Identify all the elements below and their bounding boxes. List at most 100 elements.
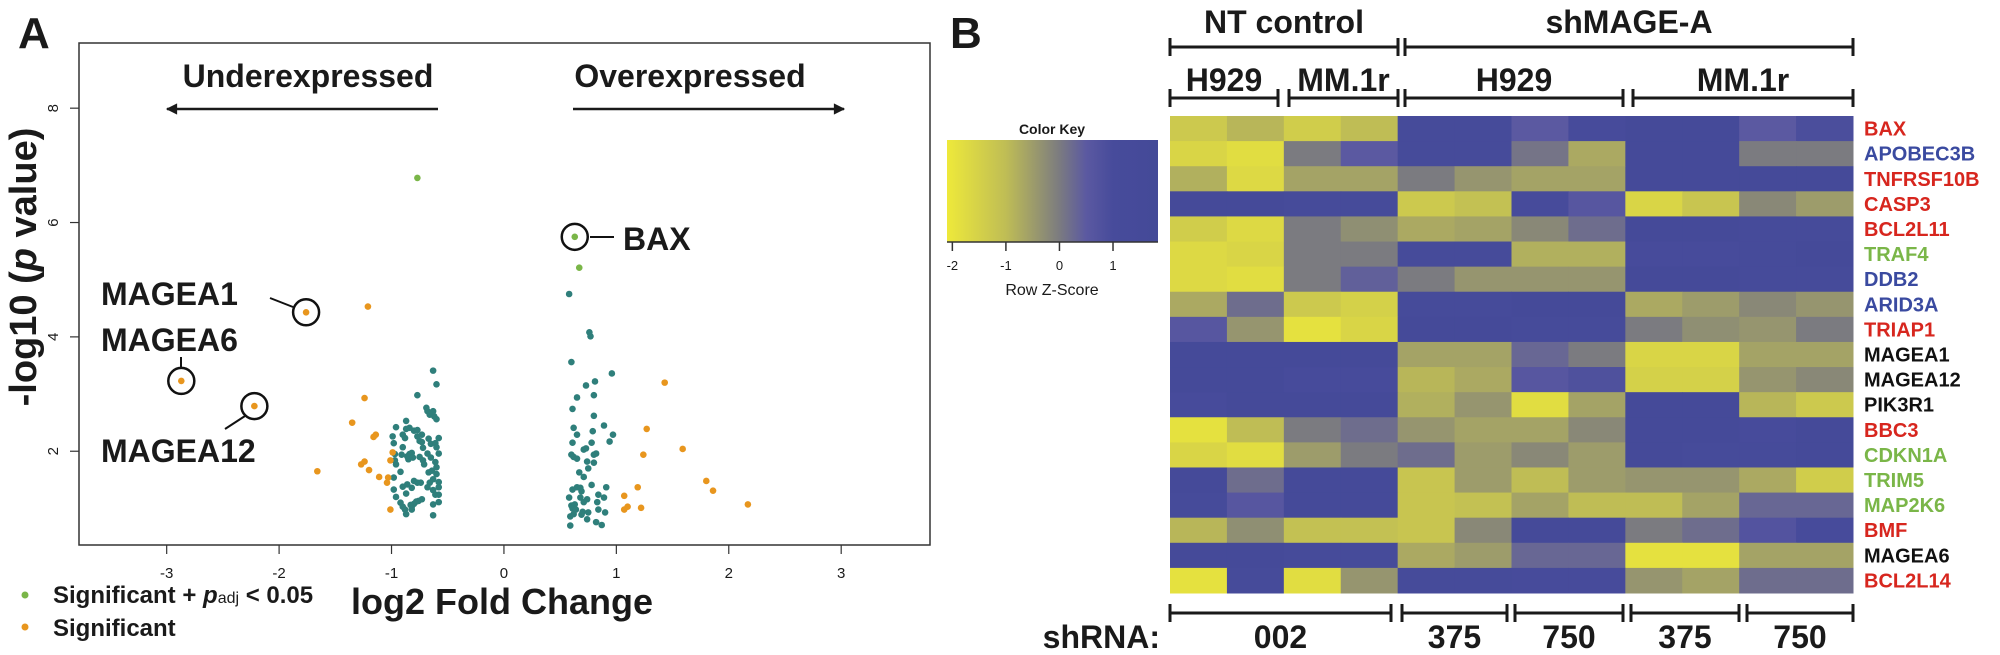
shrna-group-label: 375 <box>1658 619 1711 655</box>
x-tick-label: -3 <box>160 565 173 582</box>
heatmap-cell <box>1682 442 1740 468</box>
point-significant <box>702 477 710 485</box>
point-other <box>601 509 609 516</box>
heatmap-cell <box>1568 241 1626 268</box>
heatmap-cell <box>1739 316 1797 343</box>
point-significant <box>384 474 392 481</box>
heatmap-cell <box>1170 367 1228 393</box>
heatmap-cell <box>1226 316 1285 343</box>
heatmap-cell <box>1625 191 1683 217</box>
legend-dot-padj <box>21 591 29 599</box>
column-group-brackets: NT control H929 MM.1r shMAGE-A H929 MM.1r 002 3… <box>1168 4 1855 655</box>
point-significant <box>361 458 368 465</box>
point-significant <box>643 425 651 433</box>
heatmap-cell <box>1226 141 1285 167</box>
point-significant <box>620 492 628 500</box>
point-other <box>428 467 436 474</box>
heatmap-cell <box>1397 316 1456 343</box>
point-other <box>590 412 598 420</box>
heatmap-cell <box>1340 442 1399 468</box>
point-other <box>590 391 598 399</box>
x-axis-label: log2 Fold Change <box>351 581 653 622</box>
heatmap-cell <box>1454 166 1512 192</box>
gene-label: CASP3 <box>1864 194 1931 216</box>
point-other <box>584 509 592 516</box>
heatmap-cell <box>1511 316 1569 343</box>
heatmap-cell <box>1397 542 1456 569</box>
heatmap-cell <box>1739 216 1797 243</box>
x-tick-label: 0 <box>500 565 508 582</box>
annotation-label: MAGEA6 <box>101 322 238 358</box>
panel-label-a: A <box>18 9 50 58</box>
heatmap-cell <box>1625 341 1683 368</box>
group-label: NT control <box>1204 4 1364 40</box>
gene-label: MAGEA6 <box>1864 545 1950 567</box>
point-other <box>390 486 398 493</box>
heatmap-cell <box>1340 417 1399 443</box>
legend-sub: adj <box>218 590 239 607</box>
heatmap-cell <box>1739 517 1797 544</box>
point-other <box>407 501 414 509</box>
heatmap-cell <box>1454 417 1512 443</box>
point-other <box>392 423 400 431</box>
heatmap-cell <box>1568 492 1626 519</box>
heatmap-cell <box>1625 467 1683 494</box>
heatmap-cell <box>1170 266 1228 293</box>
point-other <box>403 481 411 488</box>
heatmap-cell <box>1283 542 1342 569</box>
point-other <box>573 394 581 401</box>
point-significant <box>375 473 383 481</box>
heatmap-cell <box>1454 266 1512 293</box>
point-other <box>435 478 443 486</box>
heatmap-cell <box>1682 166 1740 192</box>
heatmap-cell <box>1511 341 1569 368</box>
heatmap-cell <box>1739 392 1797 418</box>
heatmap-cell <box>1682 567 1740 594</box>
heatmap-cell <box>1283 166 1342 192</box>
point-other <box>595 506 602 513</box>
point-padj <box>571 233 579 241</box>
heatmap-panel: B Color Key -2 -1 0 1 Row Z-Score NT contro… <box>947 4 1980 655</box>
point-other <box>578 511 585 518</box>
point-significant <box>314 467 321 475</box>
heatmap-cell <box>1739 467 1797 494</box>
heatmap-cell <box>1625 266 1683 293</box>
heatmap-cell <box>1170 567 1228 594</box>
heatmap-cell <box>1397 141 1456 167</box>
heatmap-cell <box>1511 567 1569 594</box>
heatmap-cell <box>1796 316 1854 343</box>
heatmap-cell <box>1340 116 1399 142</box>
heatmap-cell <box>1568 367 1626 393</box>
heatmap-cell <box>1170 492 1228 519</box>
heatmap-cell <box>1397 467 1456 494</box>
heatmap-cell <box>1340 341 1399 368</box>
gene-label: TRAF4 <box>1864 244 1929 266</box>
gene-label: TNFRSF10B <box>1864 169 1980 191</box>
gene-label: MAGEA1 <box>1864 345 1950 367</box>
heatmap-cell <box>1454 367 1512 393</box>
shrna-group-label: 750 <box>1542 619 1595 655</box>
heatmap-cell <box>1796 542 1854 569</box>
point-other <box>392 493 400 501</box>
y-tick-label: 8 <box>45 104 62 112</box>
heatmap-cell <box>1511 266 1569 293</box>
x-tick-label: -1 <box>385 565 398 582</box>
color-key-xlabel: Row Z-Score <box>1005 282 1098 299</box>
point-other <box>429 511 437 519</box>
heatmap-cell <box>1682 141 1740 167</box>
heatmap-cell <box>1170 216 1228 243</box>
point-significant <box>640 451 647 458</box>
point-other <box>593 498 601 506</box>
point-other <box>414 426 421 434</box>
heatmap-cell <box>1625 216 1683 243</box>
heatmap-cell <box>1226 542 1285 569</box>
point-other <box>392 461 400 468</box>
color-key: Color Key -2 -1 0 1 Row Z-Score <box>947 121 1158 299</box>
legend-label-padj: Significant + padj < 0.05 <box>53 582 313 609</box>
point-other <box>566 522 574 529</box>
annotation-magea6: MAGEA6 <box>101 322 238 396</box>
y-tick-label: 6 <box>45 218 62 226</box>
heatmap-cell <box>1283 266 1342 293</box>
point-other <box>598 521 606 529</box>
y-axis-label-p: p <box>3 248 45 272</box>
